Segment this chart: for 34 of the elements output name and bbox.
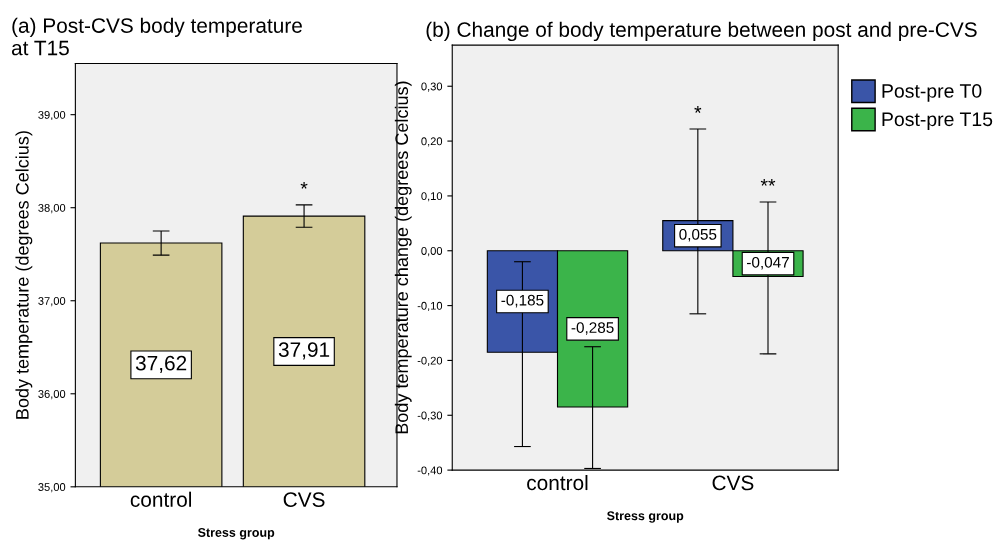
y-tick-label: -0,30	[417, 411, 443, 421]
annotation: *	[300, 181, 308, 189]
legend-label: Post-pre T0	[882, 84, 982, 102]
y-axis-title: Body temperature change (degrees Celcius)	[394, 81, 412, 434]
y-tick-label: 0,20	[421, 137, 443, 147]
y-tick-label: 0,30	[421, 82, 443, 92]
chart-title: (a) Post-CVS body temperature at T15	[11, 17, 302, 56]
x-axis-title: Stress group	[607, 511, 684, 523]
y-tick-label: 0,00	[421, 247, 443, 257]
y-tick-label: 0,10	[421, 192, 443, 202]
x-tick-label: CVS	[283, 492, 325, 507]
data-label: 0,055	[679, 228, 717, 242]
data-label: 37,91	[278, 342, 330, 360]
y-tick-label: 38,00	[38, 203, 66, 214]
y-axis-title: Body temperature (degrees Celcius)	[15, 131, 33, 419]
x-tick-label: control	[527, 474, 588, 491]
y-tick-label: 36,00	[38, 390, 66, 400]
y-tick-label: -0,20	[417, 356, 443, 366]
data-label: 37,62	[135, 355, 187, 373]
x-tick-label: control	[130, 491, 192, 507]
x-tick-label: CVS	[712, 475, 754, 491]
x-axis-title: Stress group	[197, 528, 275, 540]
data-label: -0,047	[747, 256, 789, 270]
chart-title: (b) Change of body temperature between post and pre-CVS	[426, 21, 977, 42]
legend-label: Post-pre T15	[882, 112, 993, 130]
y-tick-label: 37,00	[38, 297, 66, 307]
data-label: -0,285	[571, 322, 614, 335]
y-tick-label: 39,00	[38, 110, 66, 121]
y-tick-label: 35,00	[38, 483, 66, 493]
y-tick-label: -0,10	[417, 301, 443, 312]
annotation: **	[760, 178, 776, 186]
data-label: -0,185	[501, 294, 544, 308]
annotation: *	[694, 106, 702, 113]
y-tick-label: -0,40	[417, 466, 443, 476]
